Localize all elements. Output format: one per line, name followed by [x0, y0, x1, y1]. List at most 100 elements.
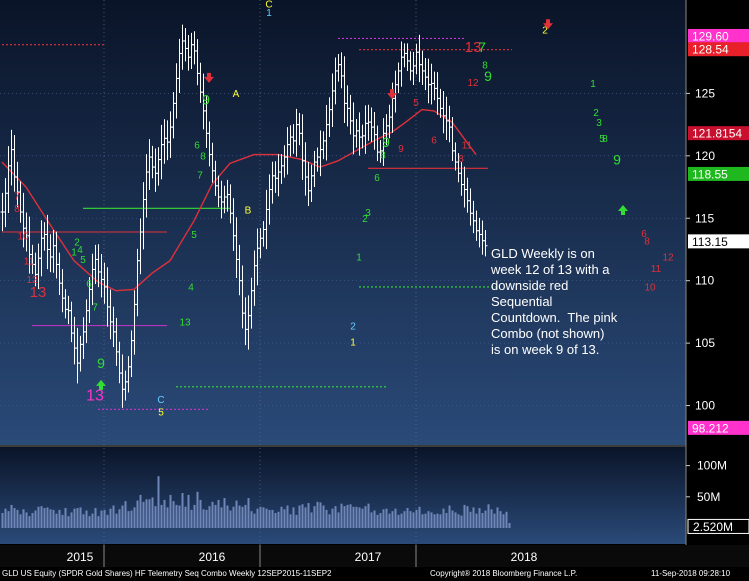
volume-bar: [250, 511, 253, 528]
volume-bar: [457, 514, 460, 528]
volume-bar: [253, 513, 256, 528]
volume-bar: [37, 506, 40, 528]
volume-bar: [58, 509, 61, 528]
volume-bar: [385, 508, 388, 528]
volume-bar: [151, 497, 154, 528]
sequential-count-label: 5: [158, 408, 164, 419]
volume-bar: [10, 504, 13, 528]
year-label: 2015: [67, 550, 94, 564]
volume-bar: [499, 511, 502, 528]
volume-bar: [205, 509, 208, 528]
volume-bar: [478, 508, 481, 528]
volume-bar: [232, 506, 235, 528]
volume-bar: [22, 509, 25, 528]
price-tag: [688, 166, 749, 181]
volume-bar: [367, 503, 370, 528]
volume-bar: [439, 514, 442, 528]
volume-bar: [508, 523, 511, 528]
volume-bar: [433, 514, 436, 528]
sequential-count-label: 13: [179, 318, 191, 329]
price-tick-label: 115: [695, 211, 714, 225]
volume-bar: [181, 493, 184, 528]
volume-bar: [247, 498, 250, 528]
year-label: 2017: [355, 550, 382, 564]
price-bars-layer: [0, 24, 488, 408]
sequential-count-label: 2: [593, 108, 599, 119]
volume-bar: [358, 507, 361, 528]
volume-bar: [484, 510, 487, 528]
volume-bar: [277, 511, 280, 528]
volume-bar: [412, 512, 415, 528]
volume-bar: [133, 507, 136, 528]
volume-bar: [235, 500, 238, 528]
sequential-count-label: 12: [662, 253, 674, 264]
year-label: 2016: [199, 550, 226, 564]
volume-bar: [490, 509, 493, 528]
sequential-count-label: 1: [266, 8, 272, 19]
sequential-count-label: 7: [14, 192, 20, 203]
sequential-count-label: 1: [590, 79, 596, 90]
volume-bar: [121, 505, 124, 528]
volume-bar: [496, 507, 499, 528]
volume-bar: [307, 503, 310, 528]
volume-bar: [187, 494, 190, 528]
volume-tag-label: 2.520M: [693, 520, 733, 534]
price-tag: [688, 28, 749, 43]
volume-tag: [687, 518, 749, 534]
volume-bar: [463, 504, 466, 528]
volume-bar: [262, 507, 265, 528]
volume-bar: [229, 510, 232, 528]
volume-bar: [460, 515, 463, 528]
sequential-count-label: 4: [77, 245, 83, 256]
price-tag-label: 121.8154: [692, 127, 742, 141]
volume-bar: [301, 504, 304, 528]
volume-bar: [19, 514, 22, 528]
volume-bar: [175, 504, 178, 528]
price-tag: [688, 126, 749, 141]
volume-bar: [376, 514, 379, 528]
volume-bar: [172, 501, 175, 528]
volume-bar: [259, 506, 262, 528]
volume-bar: [43, 508, 46, 528]
price-tag: [688, 234, 749, 249]
volume-bar: [73, 508, 76, 528]
date-axis-layer: 2015 2016 2017 2018: [67, 545, 538, 567]
sequential-count-label: C: [265, 0, 272, 10]
volume-bar: [169, 494, 172, 528]
sequential-count-label: 12: [467, 78, 479, 89]
sequential-count-label: 8: [14, 204, 20, 215]
volume-bar: [217, 499, 220, 528]
sequential-count-label: 2: [542, 25, 548, 36]
volume-bar: [202, 509, 205, 528]
sequential-count-label: 8: [644, 236, 650, 247]
volume-bar: [49, 509, 52, 528]
volume-bar: [382, 509, 385, 528]
price-tick-label: 125: [695, 86, 715, 100]
volume-bar: [193, 504, 196, 528]
axis-background: [686, 0, 749, 545]
volume-bar: [316, 501, 319, 528]
volume-bar: [430, 512, 433, 528]
volume-bar: [94, 508, 97, 528]
volume-bar: [271, 509, 274, 528]
volume-bar: [184, 506, 187, 528]
volume-bar: [424, 513, 427, 528]
volume-tick-label: 50M: [697, 490, 720, 504]
sequential-count-label: 11: [462, 140, 473, 151]
sequential-count-label: 9: [398, 144, 404, 155]
volume-bar: [292, 507, 295, 528]
volume-bar: [364, 506, 367, 528]
volume-bar: [454, 512, 457, 528]
price-tick-label: 105: [695, 336, 715, 350]
volume-bar: [349, 504, 352, 528]
volume-bar: [487, 504, 490, 528]
volume-bar: [220, 507, 223, 528]
price-tag-label: 129.60: [692, 29, 729, 43]
price-tag: [688, 420, 749, 435]
volume-bar: [31, 513, 34, 528]
volume-bar: [25, 512, 28, 528]
volume-bar: [79, 507, 82, 528]
volume-bar: [400, 513, 403, 528]
price-tag: [688, 42, 749, 57]
